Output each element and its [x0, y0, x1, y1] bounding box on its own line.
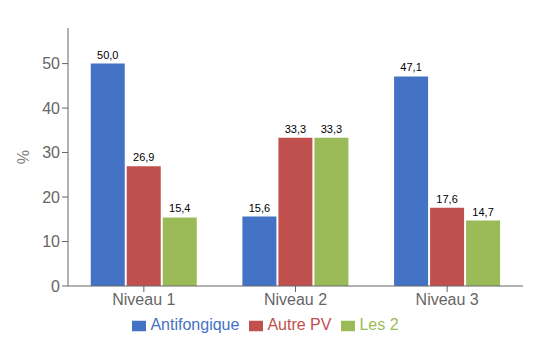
svg-text:50: 50 — [42, 55, 60, 72]
svg-text:47,1: 47,1 — [400, 61, 421, 73]
svg-text:30: 30 — [42, 144, 60, 161]
svg-text:Niveau 3: Niveau 3 — [416, 291, 479, 308]
svg-text:Niveau 1: Niveau 1 — [112, 291, 175, 308]
svg-text:0: 0 — [51, 278, 60, 295]
html-text:Les 2: Les 2 — [359, 316, 399, 333]
svg-text:15,6: 15,6 — [249, 202, 270, 214]
svg-text:14,7: 14,7 — [472, 206, 493, 218]
svg-text:33,3: 33,3 — [285, 123, 306, 135]
svg-text:20: 20 — [42, 189, 60, 206]
svg-text:50,0: 50,0 — [97, 49, 118, 61]
svg-text:%: % — [15, 150, 32, 164]
svg-text:15,4: 15,4 — [169, 202, 190, 214]
svg-text:40: 40 — [42, 100, 60, 117]
html-text:Antifongique: Antifongique — [150, 316, 240, 333]
svg-text:17,6: 17,6 — [436, 193, 457, 205]
svg-text:33,3: 33,3 — [321, 123, 342, 135]
svg-text:10: 10 — [42, 233, 60, 250]
html-text:Autre PV: Autre PV — [267, 316, 332, 333]
svg-text:Niveau 2: Niveau 2 — [264, 291, 327, 308]
svg-text:26,9: 26,9 — [133, 151, 154, 163]
